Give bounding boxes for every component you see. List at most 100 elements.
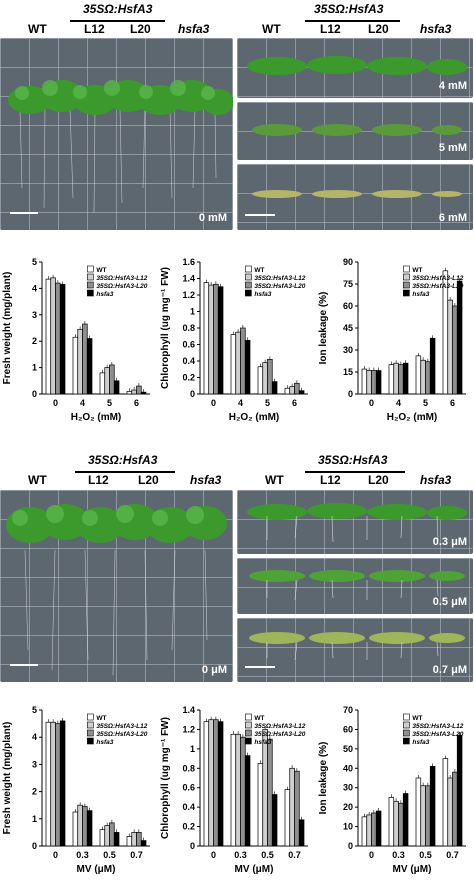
y-tick-label: 75: [343, 279, 353, 289]
x-tick-label: 5: [423, 398, 428, 408]
y-axis-label: Chlorophyll (ug mg⁻¹ FW): [160, 267, 171, 389]
h2o2-6mM-label: 6 mM: [438, 212, 467, 224]
y-tick-label: 1.4: [182, 274, 195, 284]
h2o2-fresh-weight-chart: 0 1 2 3 4 5 Fresh weight (mg/plant) 0 4 5 6 H₂O₂ (m…: [2, 257, 150, 423]
bottom-right-wt-label: WT: [265, 473, 284, 487]
x-tick-label: 6: [134, 398, 139, 408]
x-axis-label: H₂O₂ (mM): [387, 412, 438, 423]
bar: [257, 763, 264, 847]
bar: [240, 327, 246, 395]
legend-label: 35SΩ:HsfA3-L12: [254, 275, 305, 282]
legend-label: hsfa3: [96, 739, 113, 746]
y-tick-label: 50: [343, 744, 353, 754]
bar: [361, 368, 368, 395]
y-tick-label: 90: [343, 257, 353, 267]
top-right-mutant-label: hsfa3: [420, 22, 452, 36]
x-tick-label: 0: [211, 850, 216, 860]
bar: [267, 738, 273, 847]
y-tick-label: 1: [190, 307, 195, 317]
bar: [271, 794, 278, 847]
h2o2-0mM-label: 0 mM: [198, 212, 227, 224]
legend-swatch: [403, 729, 410, 737]
y-axis-label: Chlorophyll (ug mg⁻¹ FW): [160, 717, 171, 839]
bar: [393, 362, 399, 395]
y-tick-label: 5: [32, 257, 37, 267]
seedlings-drawing: [247, 503, 467, 543]
bar: [262, 729, 268, 847]
bar: [109, 822, 115, 847]
x-tick-label: 0.7: [288, 850, 301, 860]
h2o2-5mM-label: 5 mM: [438, 142, 467, 154]
bar: [398, 364, 404, 395]
bar: [420, 359, 426, 395]
x-tick-label: 0.7: [446, 850, 459, 860]
seedlings-drawing: [6, 504, 227, 676]
bar: [217, 286, 224, 395]
legend-label: 35SΩ:HsfA3-L20: [254, 731, 305, 738]
y-tick-label: 0.6: [182, 340, 195, 350]
bar: [136, 832, 142, 847]
legend-label: WT: [96, 267, 106, 274]
bottom-left-mutant-label: hsfa3: [190, 473, 222, 487]
y-tick-label: 60: [343, 724, 353, 734]
bar: [72, 336, 79, 395]
y-tick-label: 15: [343, 367, 353, 377]
legend-swatch: [245, 273, 252, 281]
bar: [136, 385, 142, 395]
y-axis-label: Fresh weight (mg/plant): [2, 272, 13, 385]
bar: [99, 372, 106, 395]
y-axis-label: Ion leakage (%): [318, 292, 329, 365]
seedlings-drawing: [249, 570, 465, 601]
y-tick-label: 0: [190, 389, 195, 399]
x-tick-label: 0.5: [103, 850, 116, 860]
bar: [366, 370, 372, 395]
legend-swatch: [87, 273, 94, 281]
y-tick-label: 0: [32, 841, 37, 851]
x-tick-label: 0.7: [130, 850, 143, 860]
y-tick-label: 0: [348, 841, 353, 851]
bar: [113, 832, 120, 847]
bar: [82, 323, 88, 395]
y-tick-label: 0.2: [182, 822, 195, 832]
bar: [235, 733, 241, 847]
y-tick-label: 70: [343, 705, 353, 715]
legend-label: hsfa3: [254, 291, 271, 298]
x-tick-label: 4: [80, 398, 85, 408]
y-tick-label: 2: [32, 787, 37, 797]
x-axis-label: MV (μM): [77, 864, 116, 875]
top-left-l20-label: L20: [130, 22, 151, 36]
bar: [415, 355, 422, 395]
top-right-header-line: [305, 20, 400, 22]
bar: [447, 777, 453, 847]
bar: [298, 390, 305, 395]
legend-label: WT: [96, 715, 106, 722]
bar: [375, 370, 382, 395]
bar: [131, 389, 137, 395]
legend-label: hsfa3: [412, 291, 429, 298]
h2o2-4mM-label: 4 mM: [438, 80, 467, 92]
y-tick-label: 4: [32, 732, 37, 742]
scale-bar: [10, 664, 38, 666]
bar: [442, 758, 449, 847]
bottom-left-construct-label: 35SΩ:HsfA3: [88, 453, 158, 467]
bar: [126, 391, 133, 395]
legend-swatch: [403, 273, 410, 281]
bar: [402, 793, 409, 847]
legend-label: 35SΩ:HsfA3-L12: [96, 275, 147, 282]
bar: [361, 816, 368, 847]
bar: [456, 734, 463, 847]
legend-swatch: [245, 289, 252, 297]
bar: [262, 362, 268, 395]
seedlings-drawing: [247, 56, 467, 75]
mv-07uM-plate-photo: 0.7 μM: [237, 618, 473, 682]
legend-label: hsfa3: [412, 739, 429, 746]
bar: [59, 284, 66, 395]
legend-swatch: [403, 281, 410, 289]
top-left-construct-label: 35SΩ:HsfA3: [83, 2, 153, 16]
bar: [294, 382, 300, 395]
bar: [140, 391, 147, 395]
bar: [420, 785, 426, 847]
legend-swatch: [403, 713, 410, 721]
bar: [271, 381, 278, 395]
legend-swatch: [87, 713, 94, 721]
